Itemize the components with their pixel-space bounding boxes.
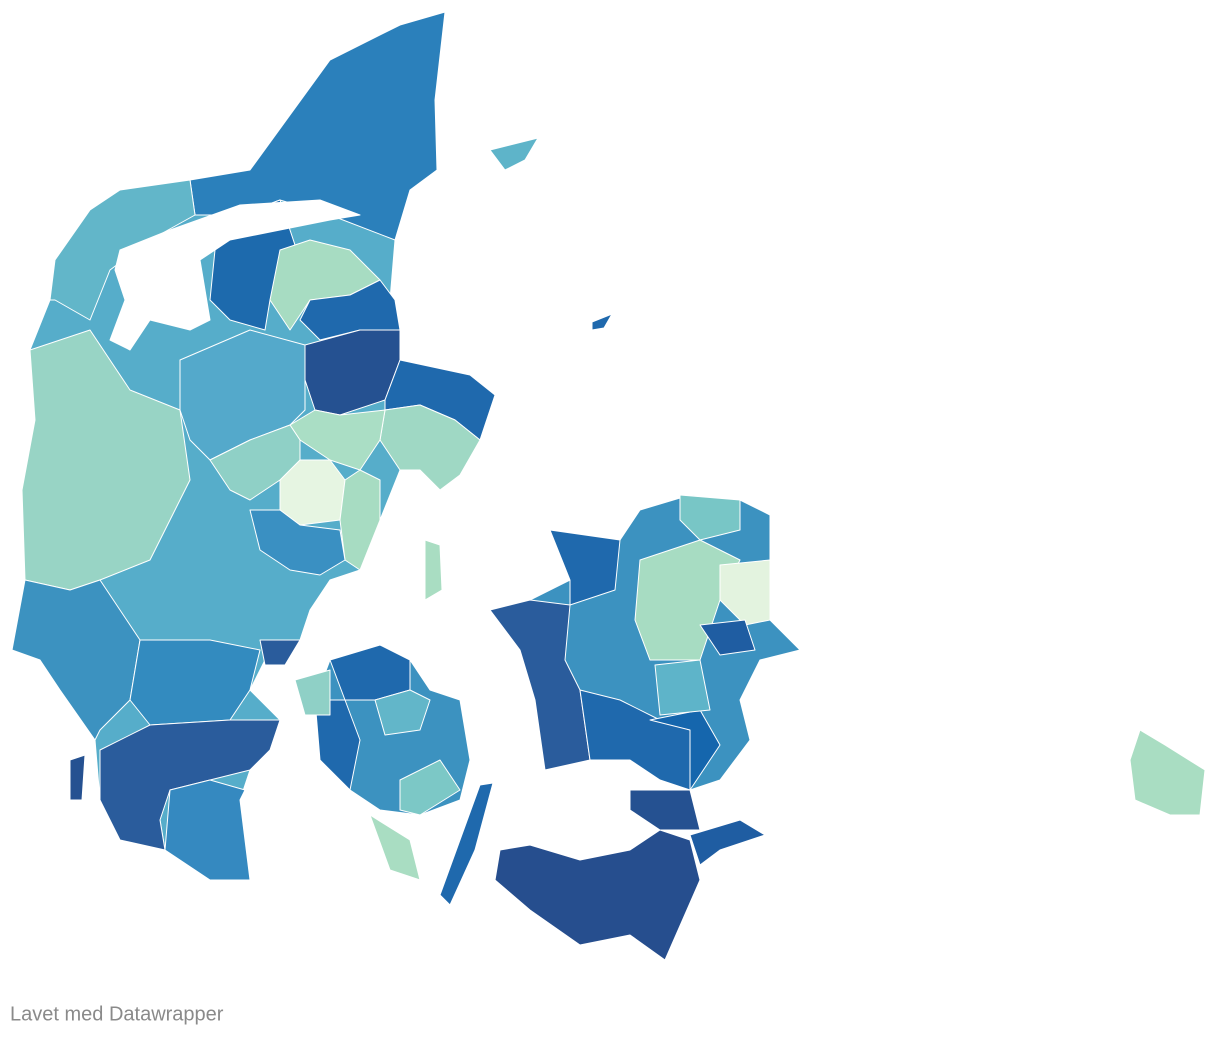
funen bbox=[294, 644, 494, 906]
island bbox=[591, 313, 613, 331]
region bbox=[11, 579, 141, 741]
region bbox=[314, 699, 361, 791]
island bbox=[439, 782, 494, 906]
region bbox=[494, 829, 701, 961]
region bbox=[379, 404, 481, 491]
region bbox=[374, 689, 431, 736]
bornholm bbox=[1129, 729, 1206, 816]
region bbox=[164, 779, 251, 881]
region bbox=[129, 639, 261, 726]
region bbox=[549, 529, 621, 606]
region bbox=[339, 469, 381, 571]
zealand bbox=[489, 494, 801, 791]
lolland-falster bbox=[494, 789, 766, 961]
region bbox=[679, 494, 741, 541]
region bbox=[719, 559, 771, 626]
region bbox=[399, 759, 461, 816]
island bbox=[489, 137, 539, 171]
jutland bbox=[11, 11, 496, 881]
island bbox=[629, 789, 701, 831]
region bbox=[294, 669, 331, 716]
island bbox=[69, 754, 86, 801]
limfjord bbox=[109, 199, 361, 351]
region bbox=[21, 329, 191, 591]
island bbox=[689, 819, 766, 866]
region bbox=[259, 639, 301, 666]
region bbox=[209, 424, 301, 501]
island bbox=[424, 539, 443, 601]
region bbox=[654, 659, 711, 716]
credit: Lavet med Datawrapper bbox=[10, 1003, 224, 1025]
region bbox=[329, 644, 411, 701]
island bbox=[369, 814, 421, 881]
region bbox=[699, 619, 756, 656]
region bbox=[249, 509, 346, 576]
